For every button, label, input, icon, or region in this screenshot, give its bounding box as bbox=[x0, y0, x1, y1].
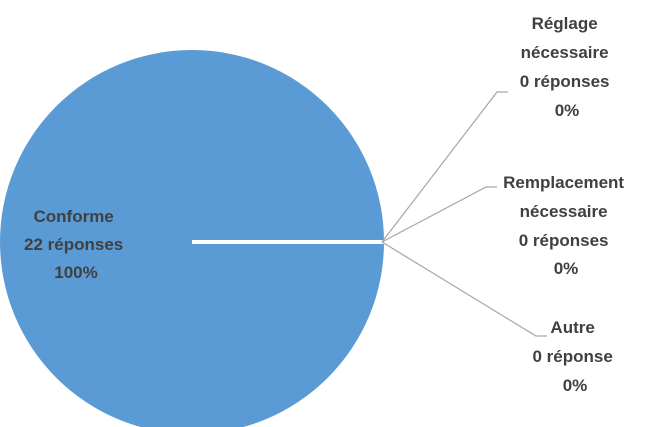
data-label-conforme: Conforme 22 réponses 100% bbox=[24, 207, 128, 282]
leader-line-remplacement bbox=[381, 186, 497, 243]
leader-line-reglage bbox=[381, 91, 508, 243]
data-label-reglage: Réglage nécessaire 0 réponses 0% bbox=[520, 14, 615, 120]
leader-line-autre bbox=[381, 241, 547, 337]
data-label-autre: Autre 0 réponse 0% bbox=[532, 318, 617, 395]
data-label-remplacement: Remplacement nécessaire 0 réponses 0% bbox=[503, 173, 629, 278]
pie-slice-conforme bbox=[0, 50, 384, 427]
